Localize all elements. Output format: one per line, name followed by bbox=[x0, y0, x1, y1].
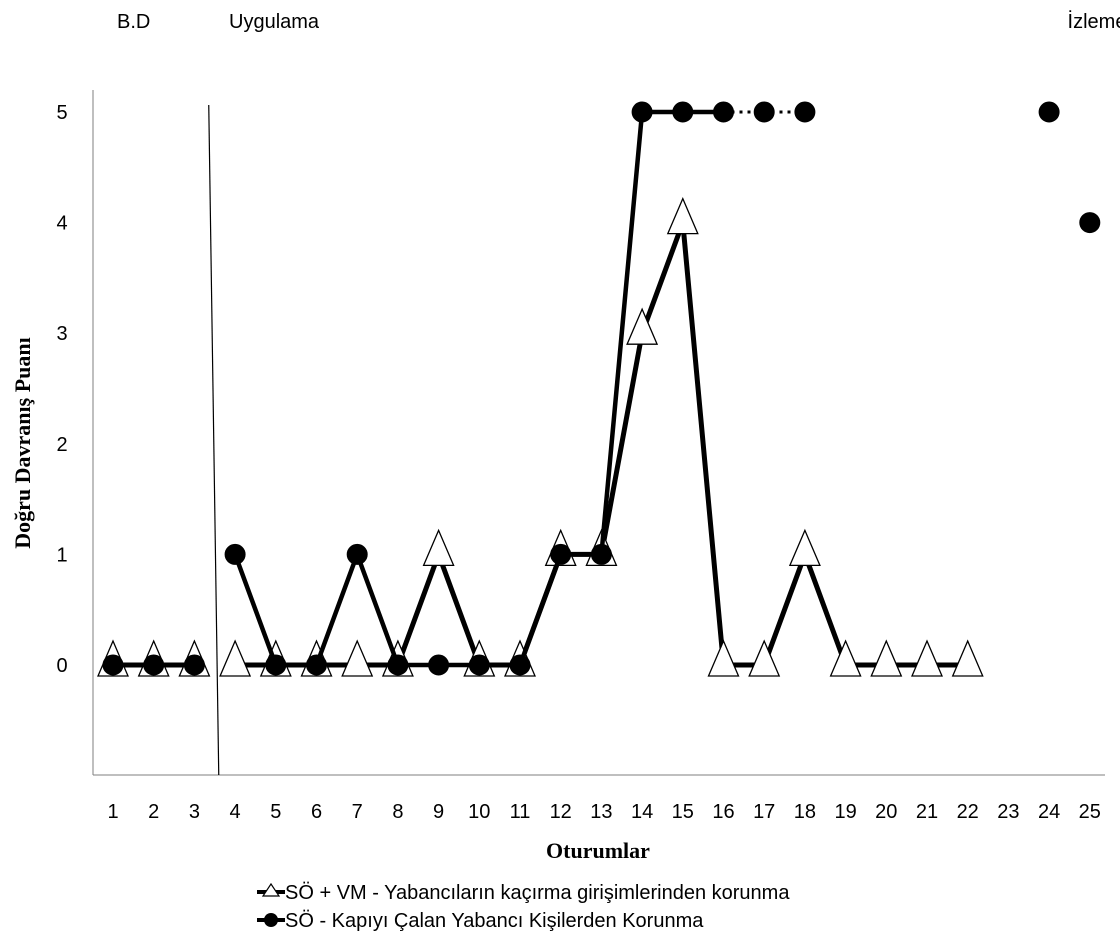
x-tick-label: 11 bbox=[510, 801, 531, 823]
x-tick-label: 20 bbox=[875, 801, 897, 823]
x-tick-label: 13 bbox=[590, 801, 612, 823]
data-point bbox=[550, 543, 572, 565]
data-point bbox=[707, 639, 740, 677]
phase-change-line bbox=[208, 104, 220, 776]
data-point bbox=[183, 654, 205, 676]
data-point bbox=[626, 307, 659, 345]
data-point bbox=[672, 101, 694, 123]
x-tick-label: 1 bbox=[107, 801, 118, 823]
x-tick-label: 2 bbox=[148, 801, 159, 823]
legend-item: SÖ - Kapıyı Çalan Yabancı Kişilerden Kor… bbox=[257, 910, 704, 932]
y-axis-title: Doğru Davranış Puanı bbox=[10, 337, 35, 548]
data-point bbox=[911, 639, 943, 677]
y-tick-label: 1 bbox=[56, 544, 67, 566]
x-tick-label: 25 bbox=[1079, 801, 1101, 823]
phase-label: Uygulama bbox=[229, 11, 320, 33]
legend-label: SÖ + VM - Yabancıların kaçırma girişimle… bbox=[285, 882, 790, 904]
x-tick-label: 6 bbox=[311, 801, 322, 823]
data-point bbox=[590, 543, 612, 565]
data-point bbox=[829, 639, 862, 677]
x-tick-label: 3 bbox=[189, 801, 200, 823]
x-tick-label: 10 bbox=[468, 801, 490, 823]
data-point bbox=[951, 639, 984, 677]
data-point bbox=[428, 654, 450, 676]
data-point bbox=[748, 639, 781, 677]
y-tick-label: 4 bbox=[56, 213, 67, 235]
y-tick-label: 0 bbox=[56, 655, 67, 677]
data-point bbox=[794, 101, 816, 123]
legend-item: SÖ + VM - Yabancıların kaçırma girişimle… bbox=[257, 882, 790, 904]
x-tick-label: 8 bbox=[392, 801, 403, 823]
data-point bbox=[631, 101, 653, 123]
y-tick-label: 2 bbox=[56, 434, 67, 456]
data-point bbox=[666, 196, 699, 235]
series-line bbox=[232, 109, 724, 668]
data-point bbox=[224, 543, 246, 565]
data-point bbox=[219, 639, 252, 677]
data-point bbox=[341, 639, 374, 677]
x-tick-label: 15 bbox=[672, 801, 694, 823]
data-point bbox=[788, 528, 821, 567]
data-point bbox=[143, 654, 165, 676]
x-tick-label: 17 bbox=[753, 801, 775, 823]
y-tick-label: 3 bbox=[56, 323, 67, 345]
x-tick-label: 23 bbox=[997, 801, 1019, 823]
x-tick-label: 14 bbox=[631, 801, 653, 823]
data-point bbox=[1038, 101, 1060, 123]
x-tick-label: 19 bbox=[834, 801, 856, 823]
x-tick-label: 7 bbox=[352, 801, 363, 823]
data-point bbox=[102, 654, 124, 676]
x-tick-label: 18 bbox=[794, 801, 816, 823]
y-tick-label: 5 bbox=[56, 102, 67, 124]
data-point bbox=[1079, 212, 1101, 234]
data-point bbox=[870, 639, 903, 677]
legend-label: SÖ - Kapıyı Çalan Yabancı Kişilerden Kor… bbox=[285, 910, 704, 932]
data-point bbox=[346, 543, 368, 565]
x-tick-label: 16 bbox=[712, 801, 734, 823]
data-point bbox=[713, 101, 734, 123]
legend-triangle-icon bbox=[261, 882, 281, 897]
legend: SÖ + VM - Yabancıların kaçırma girişimle… bbox=[257, 882, 790, 932]
data-point bbox=[468, 654, 490, 676]
phase-label: İzleme bbox=[1068, 10, 1120, 33]
x-tick-label: 12 bbox=[550, 801, 572, 823]
data-point bbox=[306, 654, 327, 676]
series-line bbox=[235, 221, 968, 668]
series-circle bbox=[102, 101, 1101, 676]
x-tick-label: 5 bbox=[270, 801, 281, 823]
x-tick-label: 22 bbox=[957, 801, 979, 823]
data-point bbox=[422, 528, 455, 567]
series-group bbox=[97, 101, 1101, 677]
data-point bbox=[509, 654, 531, 676]
x-tick-label: 4 bbox=[230, 801, 241, 823]
x-tick-label: 24 bbox=[1038, 801, 1060, 823]
x-tick-label: 9 bbox=[433, 801, 444, 823]
phase-label: B.D bbox=[117, 11, 150, 33]
x-axis-title: Oturumlar bbox=[546, 838, 650, 863]
data-point bbox=[265, 654, 287, 676]
x-tick-label: 21 bbox=[916, 801, 938, 823]
data-point bbox=[753, 101, 775, 123]
data-point bbox=[387, 654, 409, 676]
phase-markers: B.D Uygulama İzleme bbox=[117, 10, 1120, 776]
legend-circle-icon bbox=[264, 913, 278, 927]
